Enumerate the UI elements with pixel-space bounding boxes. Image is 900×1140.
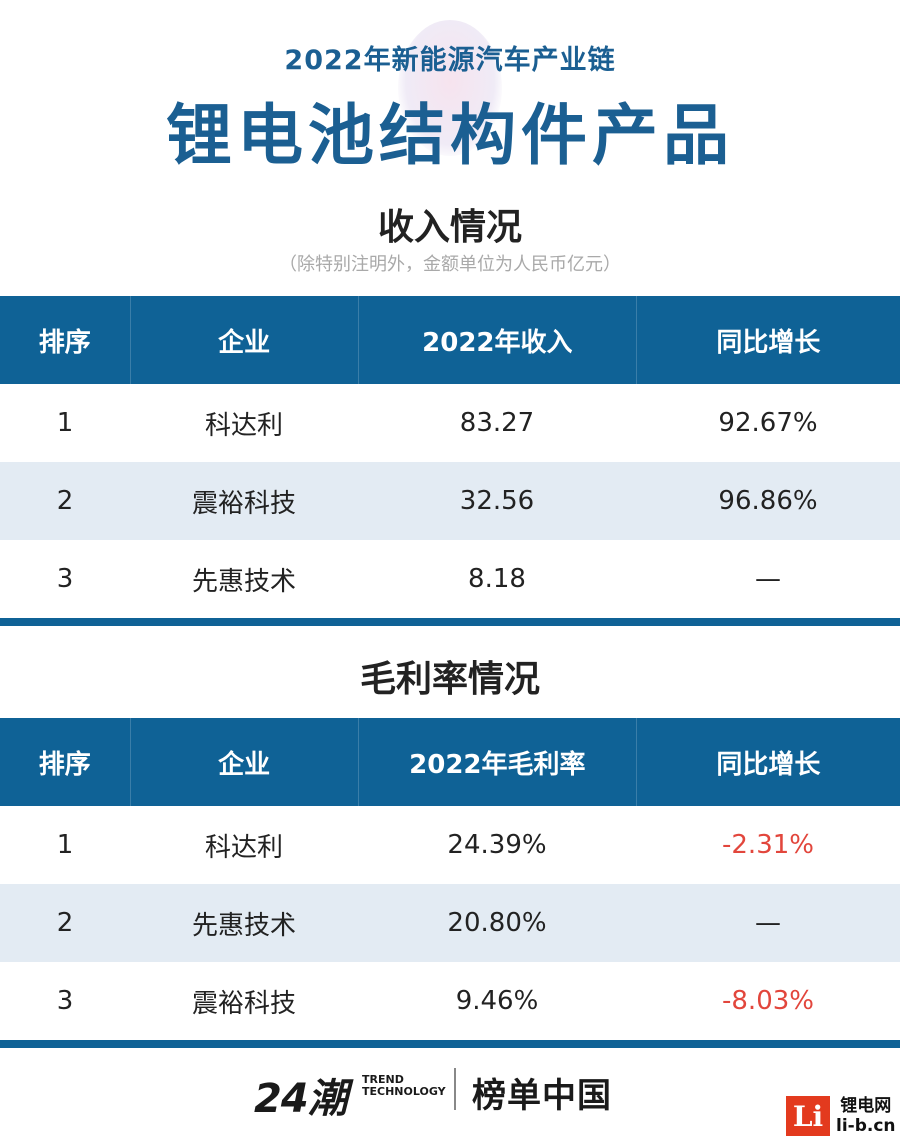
table-row: 1 科达利 83.27 92.67%: [0, 384, 900, 462]
supertitle: 2022年新能源汽车产业链: [284, 45, 616, 76]
table-row: 1 科达利 24.39% -2.31%: [0, 806, 900, 884]
column-header: 2022年收入: [357, 296, 636, 384]
growth-cell: 96.86%: [718, 486, 818, 516]
column-header: 排序: [38, 327, 91, 358]
trend-technology-label: TREND TECHNOLOGY: [362, 1074, 446, 1098]
rank-cell: 2: [56, 486, 74, 516]
page-title: 锂电池结构件产品: [166, 97, 734, 174]
value-cell: 32.56: [459, 486, 535, 516]
growth-cell: -8.03%: [722, 986, 814, 1016]
li-b-logo-icon: Li: [786, 1096, 830, 1136]
column-header: 2022年毛利率: [357, 718, 636, 806]
company-cell: 震裕科技: [191, 488, 296, 519]
trend-text: TREND: [362, 1073, 404, 1086]
value-cell: 20.80%: [447, 908, 547, 938]
company-cell: 震裕科技: [191, 988, 296, 1019]
growth-cell: -2.31%: [722, 830, 814, 860]
rank-cell: 2: [56, 908, 74, 938]
revenue-section-title: 收入情况: [377, 207, 522, 248]
column-header: 企业: [129, 718, 358, 806]
li-b-watermark-text: 锂电网 li-b.cn: [836, 1096, 896, 1136]
company-cell: 科达利: [204, 410, 283, 441]
rank-cell: 1: [56, 408, 74, 438]
rank-cell: 3: [56, 986, 74, 1016]
value-cell: 8.18: [468, 564, 526, 594]
margin-section-title: 毛利率情况: [359, 659, 540, 700]
growth-cell: —: [755, 908, 781, 938]
column-header: 同比增长: [635, 718, 900, 806]
watermark-domain: li-b.cn: [836, 1116, 896, 1136]
column-header: 排序: [38, 749, 91, 780]
table-row: 2 先惠技术 20.80% —: [0, 884, 900, 962]
24-trend-logo: 24潮: [254, 1076, 348, 1122]
margin-table: 排序 企业 2022年毛利率 同比增长 1 科达利 24.39% -2.31% …: [0, 718, 900, 1048]
value-cell: 9.46%: [455, 986, 539, 1016]
growth-cell: —: [755, 564, 781, 594]
technology-text: TECHNOLOGY: [362, 1085, 446, 1098]
rank-cell: 1: [56, 830, 74, 860]
table-header: 排序 企业 2022年收入 同比增长: [0, 296, 900, 384]
table-bottom-border: [0, 1040, 900, 1048]
footer-divider: [454, 1068, 456, 1110]
company-cell: 先惠技术: [191, 910, 296, 941]
table-row: 3 震裕科技 9.46% -8.03%: [0, 962, 900, 1040]
table-bottom-border: [0, 618, 900, 626]
value-cell: 24.39%: [447, 830, 547, 860]
growth-cell: 92.67%: [718, 408, 818, 438]
table-row: 3 先惠技术 8.18 —: [0, 540, 900, 618]
footer: 24潮 TREND TECHNOLOGY 榜单中国: [0, 1062, 900, 1122]
bangdan-china-logo: 榜单中国: [472, 1076, 612, 1116]
revenue-table: 排序 企业 2022年收入 同比增长 1 科达利 83.27 92.67% 2 …: [0, 296, 900, 626]
company-cell: 科达利: [204, 832, 283, 863]
rank-cell: 3: [56, 564, 74, 594]
table-header: 排序 企业 2022年毛利率 同比增长: [0, 718, 900, 806]
company-cell: 先惠技术: [191, 566, 296, 597]
unit-note: （除特别注明外，金额单位为人民币亿元）: [279, 254, 621, 275]
decorative-circle: [398, 20, 502, 156]
column-header: 同比增长: [635, 296, 900, 384]
table-row: 2 震裕科技 32.56 96.86%: [0, 462, 900, 540]
column-header: 企业: [129, 296, 358, 384]
value-cell: 83.27: [459, 408, 535, 438]
watermark-name: 锂电网: [840, 1096, 892, 1116]
